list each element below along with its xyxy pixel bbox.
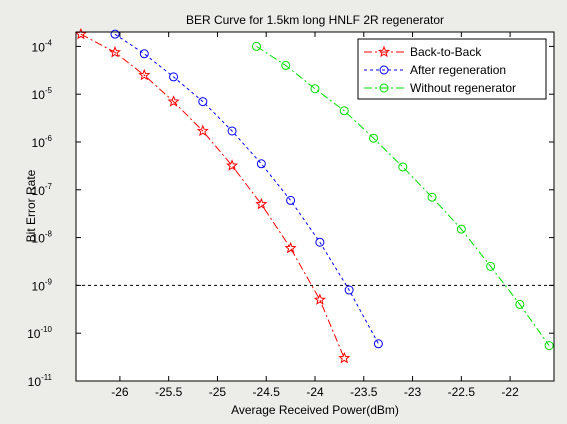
y-axis-label: Bit Error Rate xyxy=(24,169,38,242)
data-point-back-to-back xyxy=(196,124,209,137)
data-point-without-regenerator xyxy=(251,41,261,51)
data-point-after-regeneration xyxy=(110,29,120,39)
legend-box xyxy=(357,38,547,100)
y-tick-label: 10-4 xyxy=(32,38,53,54)
x-tick-label: -25.5 xyxy=(155,385,183,399)
data-point-back-to-back xyxy=(313,293,326,305)
data-point-after-regeneration xyxy=(256,159,266,169)
data-point-without-regenerator xyxy=(281,60,291,70)
x-axis-label: Average Received Power(dBm) xyxy=(231,403,399,417)
series-line-back-to-back xyxy=(80,33,345,359)
data-point-without-regenerator xyxy=(427,192,437,202)
data-point-back-to-back xyxy=(167,95,180,107)
data-point-back-to-back xyxy=(255,197,268,210)
x-tick-label: -23.5 xyxy=(350,385,378,399)
data-point-without-regenerator xyxy=(310,84,320,94)
x-tick-label: -22 xyxy=(501,385,519,399)
data-point-back-to-back xyxy=(284,241,297,254)
x-tick-label: -26 xyxy=(111,385,129,399)
x-tick-label: -25 xyxy=(209,385,227,399)
legend-label: After regeneration xyxy=(410,63,506,77)
series-line-without-regenerator xyxy=(256,45,550,346)
x-tick-label: -24.5 xyxy=(253,385,281,399)
x-tick-label: -22.5 xyxy=(448,385,476,399)
y-tick-label: 10-5 xyxy=(32,86,53,102)
series-after-regeneration xyxy=(110,29,383,349)
legend-marker xyxy=(379,65,389,75)
legend-marker xyxy=(379,83,389,93)
data-point-back-to-back xyxy=(138,68,151,81)
legend-label: Without regenerator xyxy=(410,81,516,95)
data-point-back-to-back xyxy=(108,46,122,58)
legend-marker xyxy=(377,45,391,58)
chart-title: BER Curve for 1.5km long HNLF 2R regener… xyxy=(186,13,444,27)
legend-entry-without-regenerator: Without regenerator xyxy=(364,81,516,95)
x-tick-label: -24 xyxy=(306,385,324,399)
series-back-to-back xyxy=(74,27,351,364)
data-point-without-regenerator xyxy=(398,162,408,172)
y-tick-label: 10-10 xyxy=(27,325,52,341)
data-point-without-regenerator xyxy=(369,133,379,143)
data-point-after-regeneration xyxy=(373,339,383,349)
data-point-without-regenerator xyxy=(456,224,466,234)
data-point-back-to-back xyxy=(338,351,351,364)
legend-entry-after-regeneration: After regeneration xyxy=(364,63,506,77)
y-tick-label: 10-7 xyxy=(32,182,53,198)
data-point-after-regeneration xyxy=(227,126,237,136)
data-point-without-regenerator xyxy=(486,261,496,271)
data-point-after-regeneration xyxy=(198,97,208,107)
data-point-after-regeneration xyxy=(169,72,179,82)
legend-entry-back-to-back: Back-to-Back xyxy=(364,45,482,59)
series-without-regenerator xyxy=(251,41,554,351)
legend: Back-to-Back After regeneration Without re… xyxy=(357,38,547,100)
data-point-after-regeneration xyxy=(139,49,149,59)
y-tick-label: 10-9 xyxy=(32,277,53,293)
plot-frame xyxy=(75,31,555,382)
data-point-after-regeneration xyxy=(344,285,354,295)
y-tick-label: 10-8 xyxy=(32,230,53,246)
x-tick-label: -23 xyxy=(404,385,422,399)
y-tick-label: 10-6 xyxy=(32,134,53,150)
data-point-without-regenerator xyxy=(515,299,525,309)
data-point-back-to-back xyxy=(74,27,87,40)
data-point-without-regenerator xyxy=(544,341,554,351)
data-point-without-regenerator xyxy=(339,106,349,116)
data-point-after-regeneration xyxy=(286,195,296,205)
data-point-back-to-back xyxy=(226,159,239,171)
series-line-after-regeneration xyxy=(114,33,379,345)
y-tick-label: 10-11 xyxy=(28,373,53,389)
legend-label: Back-to-Back xyxy=(410,45,482,59)
data-point-after-regeneration xyxy=(315,237,325,247)
